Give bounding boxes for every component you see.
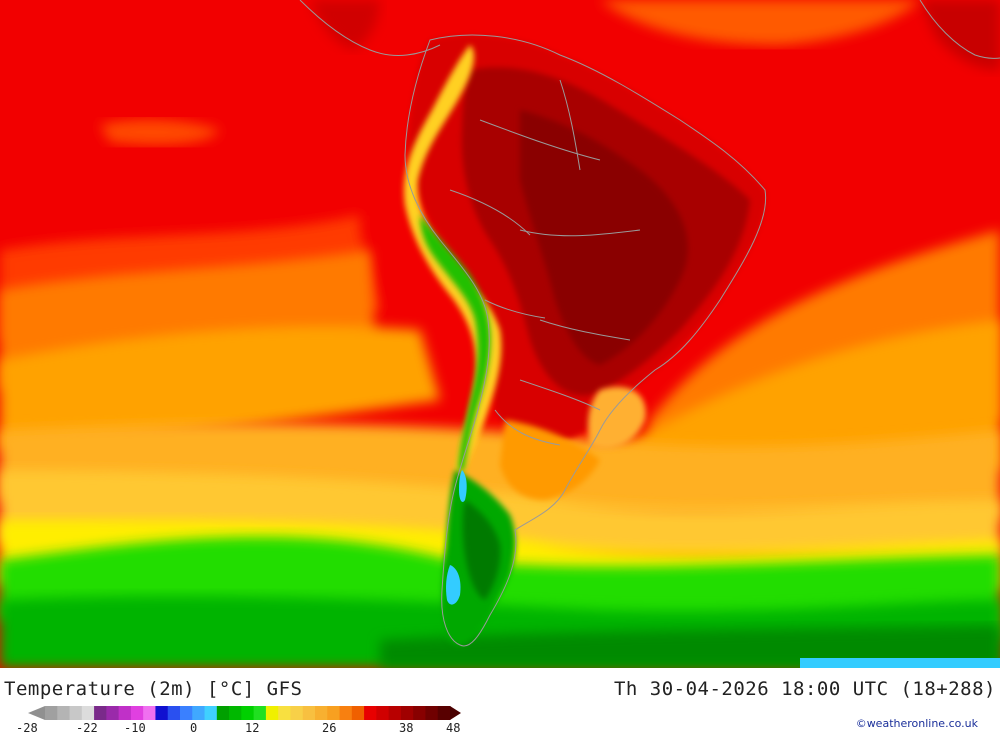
legend-swatch (278, 706, 291, 720)
legend-swatch (413, 706, 426, 720)
legend-swatch (265, 706, 279, 720)
legend-tick: 48 (446, 721, 460, 733)
border-4 (519, 379, 601, 411)
legend-swatch (69, 706, 83, 720)
legend-swatch (241, 706, 255, 720)
border-1 (479, 119, 601, 161)
central-america (299, 0, 441, 56)
border-5 (494, 409, 561, 446)
ocean-orange-blob (100, 119, 220, 145)
caribbean-red (920, 0, 1000, 70)
legend-swatch (204, 706, 218, 720)
legend-tick: -28 (16, 721, 38, 733)
legend-swatch (81, 706, 95, 720)
legend-swatch (45, 706, 58, 720)
andes-yellow (404, 45, 502, 470)
ice-field-cyan-2 (459, 470, 467, 502)
temperature-map (0, 0, 1000, 668)
legend-swatch (400, 706, 414, 720)
legend-swatch (143, 706, 156, 720)
band-amber (0, 326, 440, 450)
legend-arrow-right (450, 706, 461, 720)
continent-darkest (520, 110, 688, 365)
andes-green (420, 215, 491, 470)
legend-swatch (388, 706, 402, 720)
legend-swatch (302, 706, 316, 720)
pampas-orange (500, 420, 600, 500)
legend-swatch (94, 706, 107, 720)
legend-swatch (364, 706, 377, 720)
valid-time: Th 30-04-2026 18:00 UTC (18+288) (613, 678, 996, 700)
legend-swatch (106, 706, 120, 720)
legend-swatch (180, 706, 193, 720)
legend-swatch (437, 706, 451, 720)
legend-tick: 0 (190, 721, 197, 733)
legend-swatch (339, 706, 353, 720)
legend-swatch (253, 706, 267, 720)
legend-swatch (351, 706, 365, 720)
legend-tick: 12 (245, 721, 259, 733)
legend-swatch (229, 706, 242, 720)
legend-swatch (290, 706, 304, 720)
map-footer: Temperature (2m) [°C] GFS Th 30-04-2026 … (0, 668, 1000, 733)
legend-swatch (376, 706, 390, 720)
legend-swatches (45, 706, 451, 720)
coastline-outline (404, 34, 767, 647)
legend-tick: -22 (76, 721, 98, 733)
border-7 (449, 189, 531, 236)
color-legend: -28 -22 -10 0 12 26 38 48 (16, 706, 461, 733)
legend-arrow-left (28, 706, 45, 720)
credit-link[interactable]: ©weatheronline.co.uk (855, 717, 978, 730)
band-green-dark (380, 625, 1000, 668)
legend-swatch (57, 706, 71, 720)
legend-ticks: -28 -22 -10 0 12 26 38 48 (16, 721, 460, 733)
country-borders (299, 0, 1000, 647)
ice-cyan-patch (800, 658, 1000, 668)
legend-swatch (327, 706, 341, 720)
legend-tick: -10 (124, 721, 146, 733)
legend-swatch (425, 706, 439, 720)
product-title: Temperature (2m) [°C] GFS (4, 678, 303, 700)
central-america-red (310, 0, 380, 50)
ice-field-cyan (446, 565, 461, 605)
legend-swatch (216, 706, 230, 720)
patagonia-dark (462, 500, 501, 600)
legend-swatch (167, 706, 181, 720)
ocean-orange-blob-2 (600, 0, 920, 45)
legend-swatch (315, 706, 328, 720)
legend-tick: 26 (322, 721, 336, 733)
border-2 (519, 229, 641, 237)
caribbean-islands (919, 0, 1000, 59)
legend-swatch (130, 706, 144, 720)
legend-swatch (192, 706, 206, 720)
legend-swatch (118, 706, 132, 720)
legend-swatch (155, 706, 169, 720)
border-8 (484, 299, 546, 319)
border-3 (539, 319, 631, 341)
legend-tick: 38 (399, 721, 413, 733)
border-6 (559, 79, 581, 171)
uruguay-amber (588, 386, 646, 449)
